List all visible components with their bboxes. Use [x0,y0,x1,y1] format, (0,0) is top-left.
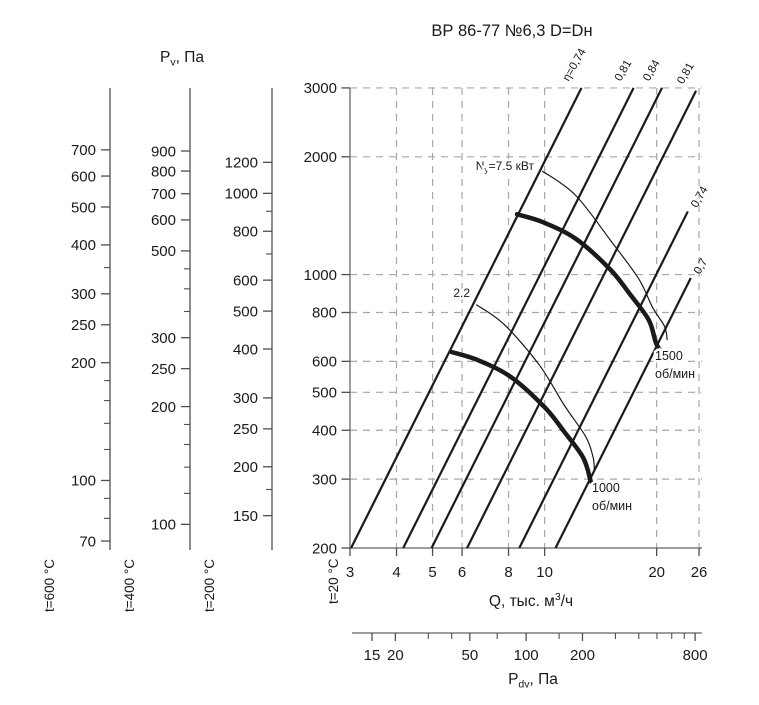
rpm-curve [449,349,593,484]
power-curve [475,304,595,471]
x-tick-label: 3 [346,564,354,581]
efficiency-line [430,87,663,549]
temp-scale-tick-label: 200 [71,355,96,372]
x-tick-label: 26 [691,564,708,581]
temp-scale-tick-label: 250 [151,361,176,378]
rpm-curve [514,212,667,357]
temp-scale-name: t=600 °C [42,559,57,612]
temp-scale-tick-label: 300 [233,390,258,407]
efficiency-label: 0,84 [641,58,663,84]
temp-scale-tick-label: 900 [151,143,176,160]
power-curve-label: 2.2 [453,286,470,300]
x-tick-label: 6 [458,564,466,581]
temp-scale-tick-label: 150 [233,508,258,525]
temp-scale-tick-label: 100 [151,517,176,534]
x-tick-label: 10 [536,564,553,581]
pressure-axis-title: Pv, Па [160,49,204,68]
x-tick-label: 5 [428,564,436,581]
y-tick-label: 600 [312,354,337,371]
main-axes [349,88,702,549]
rpm-curve-label: об/мин [592,499,632,513]
temp-scale-tick-label: 250 [233,421,258,438]
x-tick-label: 20 [648,564,665,581]
temp-scale-tick-label: 800 [233,224,258,241]
efficiency-label: 0,74 [689,184,711,210]
temp-scale-tick-label: 800 [151,163,176,180]
temp-scale-tick-label: 500 [151,243,176,260]
y-tick-label: 500 [312,385,337,402]
temp-scale-tick-label: 1200 [225,155,258,172]
pdv-tick-label: 800 [683,647,708,664]
y-tick-label: 800 [312,305,337,322]
efficiency-label: 0,81 [613,58,635,83]
efficiency-label: 0,7 [692,257,710,277]
power-curve-label: Nу=7.5 кВт [476,159,535,175]
chart-title: ВР 86-77 №6,3 D=Dн [431,22,592,40]
dynamic-pressure-axis-title: Pdv, Па [508,671,558,690]
temp-scale-tick-label: 1000 [225,186,258,203]
temp-scale-name: t=400 °C [122,559,137,612]
power-curve [541,170,668,341]
temp-scale-tick-label: 600 [151,212,176,229]
temp-scale-name: t=200 °C [202,559,217,612]
temp-scale-tick-label: 100 [71,473,96,490]
temp-scale-name: t=20 °C [326,558,341,604]
efficiency-line [518,210,689,549]
pdv-tick-label: 100 [514,647,539,664]
x-tick-label: 8 [504,564,512,581]
temp-scale-tick-label: 200 [151,399,176,416]
y-tick-label: 400 [312,422,337,439]
gridlines [350,87,702,548]
temp-scale-tick-label: 400 [233,341,258,358]
flow-axis-title: Q, тыс. м3/ч [489,591,573,610]
temp-scale-tick-label: 250 [71,317,96,334]
efficiency-label: η=0,74 [561,46,589,83]
efficiency-line [554,277,692,549]
pdv-tick-label: 200 [570,647,595,664]
efficiency-label: 0,81 [675,61,697,86]
temp-scale-tick-label: 300 [71,286,96,303]
y-tick-label: 2000 [304,149,337,166]
temp-scale-tick-label: 500 [233,303,258,320]
temp-scale-tick-label: 400 [71,237,96,254]
y-tick-label: 3000 [304,80,337,97]
temp-scale-tick-label: 500 [71,199,96,216]
y-tick-label: 300 [312,471,337,488]
chart-canvas: 200 300 400 500 600 800 1000 2000 3000 3 4 5 6 8 10 20 2… [42,46,711,690]
efficiency-line [402,87,635,549]
pdv-tick-label: 15 [364,647,381,664]
temp-scale-tick-label: 600 [233,272,258,289]
efficiency-line [350,87,583,549]
rpm-curve-label: 1500 [655,349,683,363]
x-tick-label: 4 [392,564,400,581]
efficiency-line [466,90,698,549]
temp-scale-tick-label: 300 [151,330,176,347]
rpm-curve-label: 1000 [592,481,620,495]
pdv-tick-label: 20 [387,647,404,664]
temp-scale-tick-label: 700 [151,186,176,203]
rpm-curve-label: об/мин [655,367,695,381]
y-tick-label: 200 [312,540,337,557]
temp-scale-tick-label: 600 [71,168,96,185]
pdv-tick-label: 50 [461,647,478,664]
temp-scale-tick-label: 700 [71,142,96,159]
temp-scale-tick-label: 200 [233,459,258,476]
y-tick-label: 1000 [304,267,337,284]
temp-scale-tick-label: 70 [79,533,96,550]
